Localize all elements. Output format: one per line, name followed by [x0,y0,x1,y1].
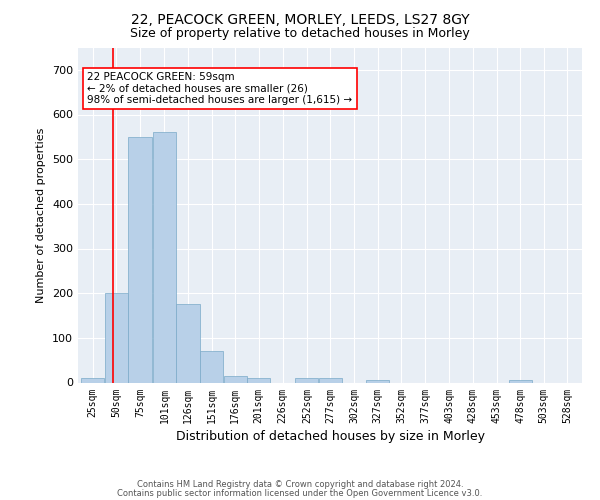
Bar [128,137,152,382]
Bar [319,378,342,382]
X-axis label: Distribution of detached houses by size in Morley: Distribution of detached houses by size … [176,430,485,442]
Bar [295,378,319,382]
Text: 22, PEACOCK GREEN, MORLEY, LEEDS, LS27 8GY: 22, PEACOCK GREEN, MORLEY, LEEDS, LS27 8… [131,12,469,26]
Bar [509,380,532,382]
Text: Contains HM Land Registry data © Crown copyright and database right 2024.: Contains HM Land Registry data © Crown c… [137,480,463,489]
Bar [176,304,200,382]
Bar [104,293,128,382]
Bar [200,351,223,382]
Text: Contains public sector information licensed under the Open Government Licence v3: Contains public sector information licen… [118,488,482,498]
Bar [247,378,271,382]
Text: Size of property relative to detached houses in Morley: Size of property relative to detached ho… [130,28,470,40]
Text: 22 PEACOCK GREEN: 59sqm
← 2% of detached houses are smaller (26)
98% of semi-det: 22 PEACOCK GREEN: 59sqm ← 2% of detached… [88,72,353,106]
Bar [81,378,104,382]
Bar [224,376,247,382]
Bar [153,132,176,382]
Y-axis label: Number of detached properties: Number of detached properties [37,128,46,302]
Bar [366,380,389,382]
